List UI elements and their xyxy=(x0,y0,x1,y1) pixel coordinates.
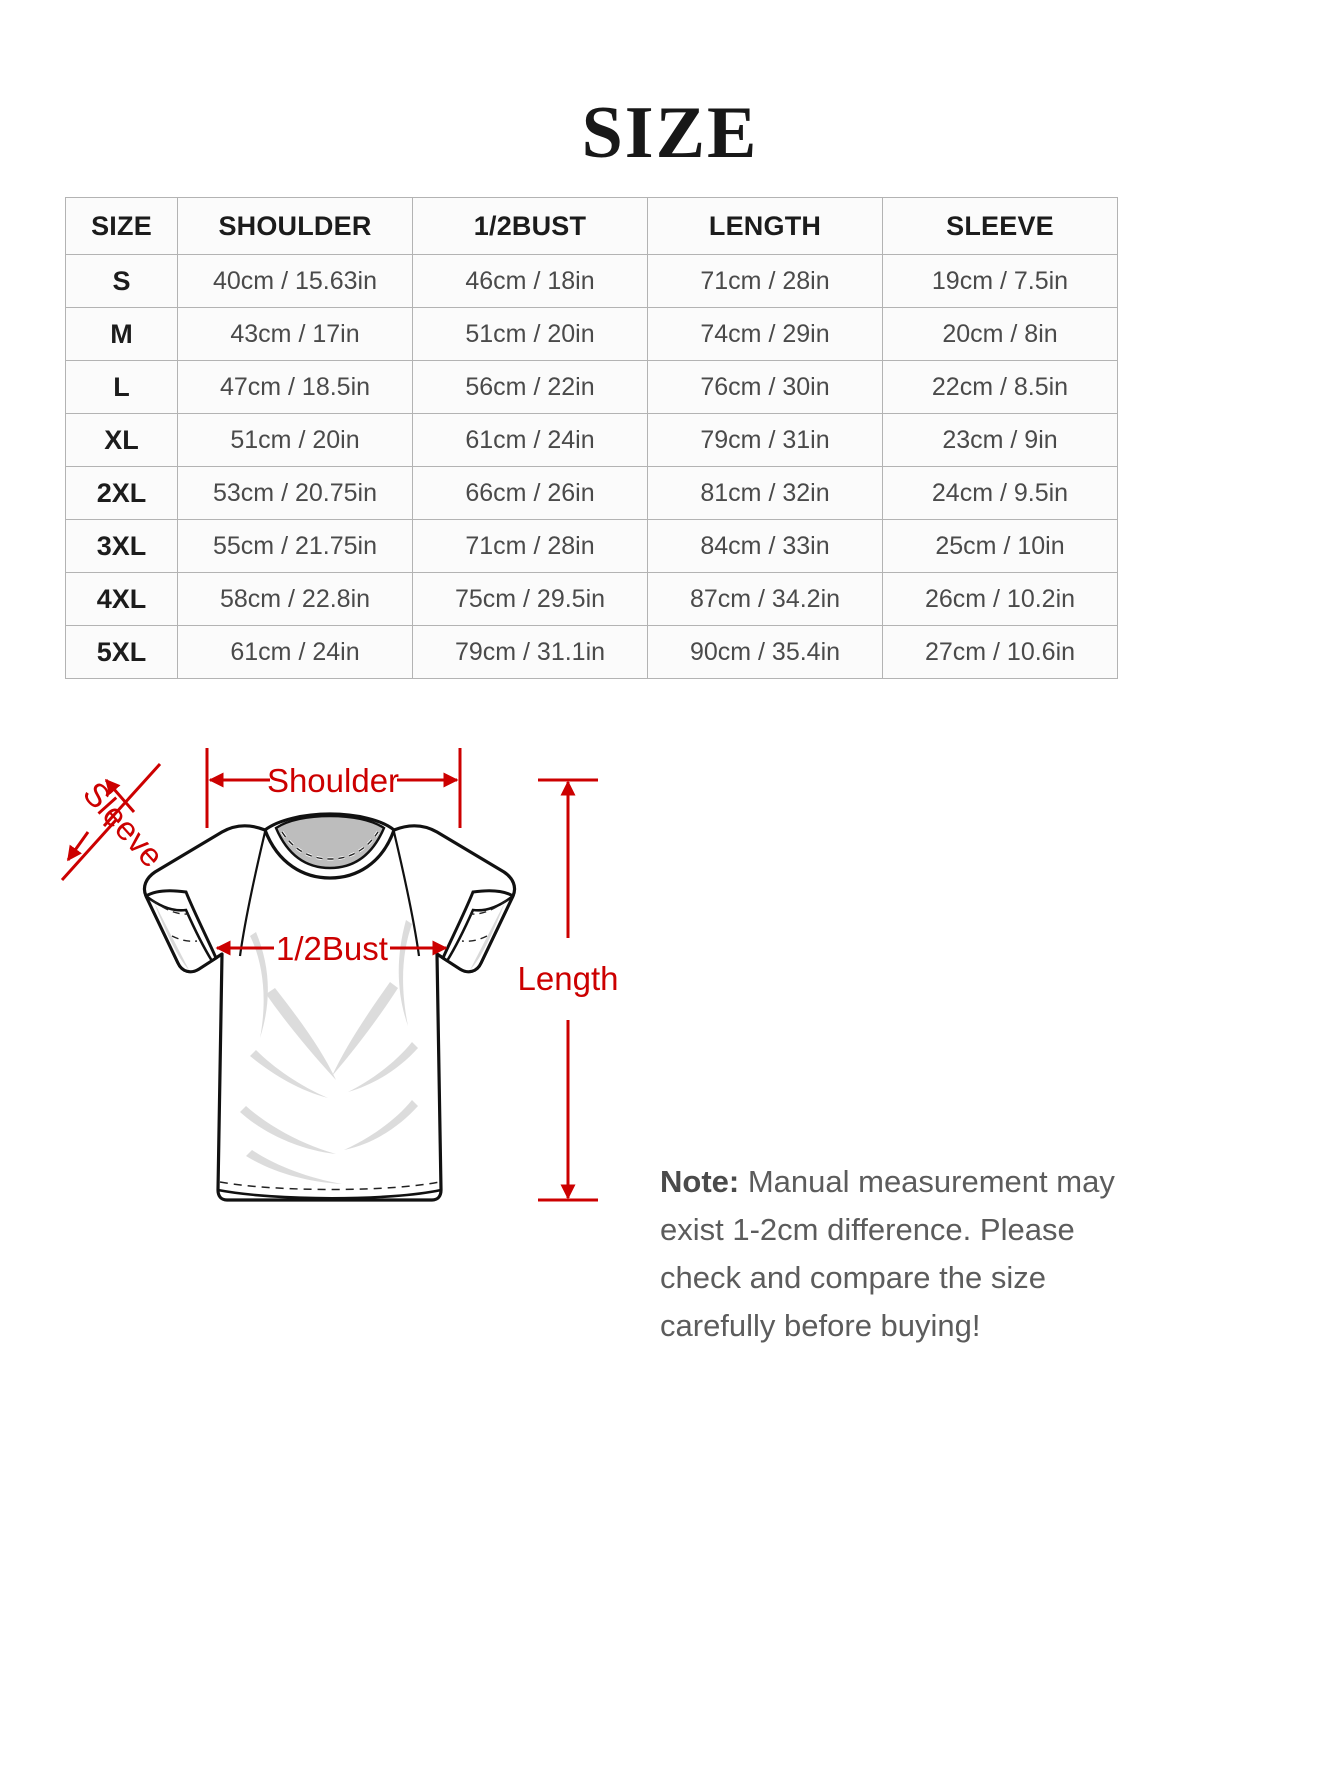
table-row: S 40cm / 15.63in 46cm / 18in 71cm / 28in… xyxy=(65,254,1118,308)
sleeve-label: Sleeve xyxy=(76,774,171,874)
bust-label: 1/2Bust xyxy=(276,930,388,967)
cell-size: L xyxy=(65,360,178,414)
cell-shoulder: 58cm / 22.8in xyxy=(177,572,413,626)
cell-sleeve: 20cm / 8in xyxy=(882,307,1118,361)
shoulder-dimension: Shoulder xyxy=(205,748,462,828)
sleeve-dimension: Sleeve xyxy=(60,762,171,882)
cell-bust: 61cm / 24in xyxy=(412,413,648,467)
cell-shoulder: 61cm / 24in xyxy=(177,625,413,679)
table-header-row: SIZE SHOULDER 1/2BUST LENGTH SLEEVE xyxy=(65,197,1118,255)
bust-dimension: 1/2Bust xyxy=(215,930,448,967)
cell-length: 87cm / 34.2in xyxy=(647,572,883,626)
cell-shoulder: 40cm / 15.63in xyxy=(177,254,413,308)
table-row: L 47cm / 18.5in 56cm / 22in 76cm / 30in … xyxy=(65,360,1118,414)
tshirt-body-shape xyxy=(142,812,517,1202)
table-row: 2XL 53cm / 20.75in 66cm / 26in 81cm / 32… xyxy=(65,466,1118,520)
cell-shoulder: 51cm / 20in xyxy=(177,413,413,467)
page-title: SIZE xyxy=(581,92,759,174)
cell-sleeve: 24cm / 9.5in xyxy=(882,466,1118,520)
cell-length: 71cm / 28in xyxy=(647,254,883,308)
cell-length: 81cm / 32in xyxy=(647,466,883,520)
cell-shoulder: 55cm / 21.75in xyxy=(177,519,413,573)
cell-length: 90cm / 35.4in xyxy=(647,625,883,679)
cell-size: S xyxy=(65,254,178,308)
tshirt-illustration: Shoulder Sleeve 1/2Bust xyxy=(60,748,619,1202)
note-text: Manual measurement may exist 1-2cm diffe… xyxy=(660,1164,1115,1344)
measurement-diagram: Shoulder Sleeve 1/2Bust xyxy=(0,700,1340,1260)
table-row: XL 51cm / 20in 61cm / 24in 79cm / 31in 2… xyxy=(65,413,1118,467)
cell-bust: 56cm / 22in xyxy=(412,360,648,414)
column-header-shoulder: SHOULDER xyxy=(177,197,413,255)
cell-bust: 66cm / 26in xyxy=(412,466,648,520)
cell-size: 2XL xyxy=(65,466,178,520)
column-header-size: SIZE xyxy=(65,197,178,255)
length-label: Length xyxy=(518,960,619,997)
column-header-bust: 1/2BUST xyxy=(412,197,648,255)
length-dimension: Length xyxy=(518,778,619,1202)
cell-length: 79cm / 31in xyxy=(647,413,883,467)
table-row: 5XL 61cm / 24in 79cm / 31.1in 90cm / 35.… xyxy=(65,625,1118,679)
cell-bust: 71cm / 28in xyxy=(412,519,648,573)
note-prefix: Note: xyxy=(660,1164,740,1199)
shoulder-label: Shoulder xyxy=(267,762,399,799)
cell-size: 4XL xyxy=(65,572,178,626)
cell-sleeve: 26cm / 10.2in xyxy=(882,572,1118,626)
note-block: Note: Manual measurement may exist 1-2cm… xyxy=(660,1158,1130,1350)
size-table: SIZE SHOULDER 1/2BUST LENGTH SLEEVE S 40… xyxy=(65,197,1118,679)
cell-shoulder: 47cm / 18.5in xyxy=(177,360,413,414)
cell-bust: 75cm / 29.5in xyxy=(412,572,648,626)
cell-size: XL xyxy=(65,413,178,467)
cell-sleeve: 22cm / 8.5in xyxy=(882,360,1118,414)
cell-size: 5XL xyxy=(65,625,178,679)
cell-bust: 46cm / 18in xyxy=(412,254,648,308)
table-row: 4XL 58cm / 22.8in 75cm / 29.5in 87cm / 3… xyxy=(65,572,1118,626)
table-row: 3XL 55cm / 21.75in 71cm / 28in 84cm / 33… xyxy=(65,519,1118,573)
column-header-length: LENGTH xyxy=(647,197,883,255)
cell-sleeve: 19cm / 7.5in xyxy=(882,254,1118,308)
cell-sleeve: 23cm / 9in xyxy=(882,413,1118,467)
cell-length: 76cm / 30in xyxy=(647,360,883,414)
cell-shoulder: 53cm / 20.75in xyxy=(177,466,413,520)
cell-bust: 51cm / 20in xyxy=(412,307,648,361)
cell-sleeve: 27cm / 10.6in xyxy=(882,625,1118,679)
cell-bust: 79cm / 31.1in xyxy=(412,625,648,679)
cell-shoulder: 43cm / 17in xyxy=(177,307,413,361)
column-header-sleeve: SLEEVE xyxy=(882,197,1118,255)
cell-size: M xyxy=(65,307,178,361)
size-table-container: SIZE SHOULDER 1/2BUST LENGTH SLEEVE S 40… xyxy=(65,197,1118,679)
cell-length: 74cm / 29in xyxy=(647,307,883,361)
cell-length: 84cm / 33in xyxy=(647,519,883,573)
cell-sleeve: 25cm / 10in xyxy=(882,519,1118,573)
table-row: M 43cm / 17in 51cm / 20in 74cm / 29in 20… xyxy=(65,307,1118,361)
cell-size: 3XL xyxy=(65,519,178,573)
